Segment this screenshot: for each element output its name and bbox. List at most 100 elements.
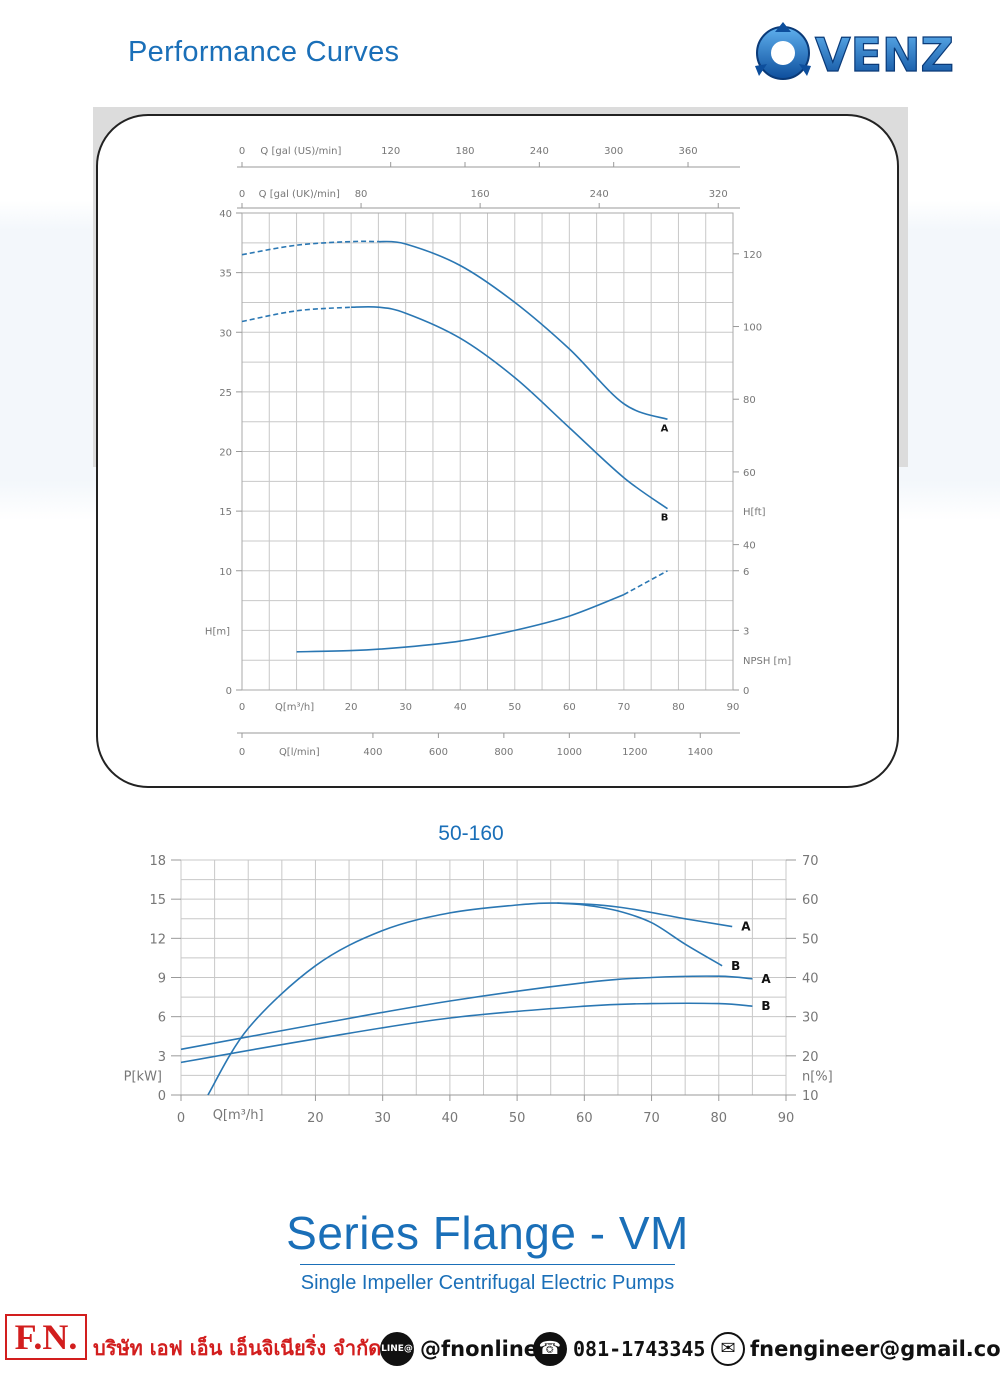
- x2-tick-label: 80: [711, 1111, 728, 1126]
- chart2-title: 50-160: [438, 822, 503, 845]
- line-id[interactable]: @fnonline: [420, 1337, 539, 1361]
- npsh-tick-label: 6: [743, 567, 749, 578]
- curve-B-dashed: [241, 306, 352, 323]
- series-title: Series Flange - VM: [286, 1207, 689, 1259]
- y-tick-label: 15: [219, 507, 232, 518]
- eff-tick-label: 20: [802, 1050, 819, 1065]
- p-tick-label: 12: [149, 932, 166, 947]
- line-icon: LINE@: [380, 1332, 414, 1366]
- curve-label-B: B: [661, 513, 669, 524]
- p-tick-label: 15: [149, 893, 166, 908]
- p-tick-label: 9: [158, 972, 166, 987]
- curve-label-A: A: [661, 423, 669, 434]
- gal-us-tick-label: 180: [455, 146, 474, 157]
- eff-tick-label: 50: [802, 932, 819, 947]
- x-tick-label: 0: [239, 702, 245, 713]
- eff-tick-label: 10: [802, 1089, 819, 1104]
- y-tick-label: 20: [219, 448, 232, 459]
- y-axis-label: H[m]: [205, 626, 230, 637]
- y-tick-label: 10: [219, 567, 232, 578]
- gal-uk-tick-label: 80: [355, 189, 368, 200]
- email-address[interactable]: fnengineer@gmail.com: [750, 1337, 1000, 1361]
- curve-npsh-dashed: [623, 570, 668, 596]
- page-title: Performance Curves: [128, 36, 400, 68]
- p-tick-label: 0: [158, 1089, 166, 1104]
- x-tick-label: 90: [727, 702, 740, 713]
- x2-axis-label: Q[m³/h]: [213, 1108, 264, 1123]
- gal-uk-tick-label: 0: [239, 189, 245, 200]
- y-tick-label: 30: [219, 328, 232, 339]
- series-subtitle: Single Impeller Centrifugal Electric Pum…: [300, 1272, 675, 1294]
- curve-A: [378, 240, 668, 421]
- x-tick-label: 30: [399, 702, 412, 713]
- npsh-tick-label: 3: [743, 626, 749, 637]
- l-min-tick-label: 1200: [622, 747, 647, 758]
- l-min-tick-label: 600: [429, 747, 448, 758]
- gal-us-tick-label: 0: [239, 146, 245, 157]
- p-tick-label: 18: [149, 854, 166, 869]
- x2-tick-label: 90: [778, 1111, 795, 1126]
- y-tick-label: 35: [219, 269, 232, 280]
- x-tick-label: 80: [672, 702, 685, 713]
- x2-tick-label: 0: [177, 1111, 185, 1126]
- curve-A-dashed: [241, 240, 379, 256]
- x2-tick-label: 50: [509, 1111, 526, 1126]
- ft-tick-label: 100: [743, 323, 762, 334]
- l-min-tick-label: 0: [239, 747, 245, 758]
- eff-tick-label: 70: [802, 854, 819, 869]
- curve2-label-B: B: [761, 999, 770, 1013]
- curve2-label-B: B: [731, 959, 740, 973]
- eff-tick-label: 60: [802, 893, 819, 908]
- mail-icon: ✉: [711, 1332, 745, 1366]
- gal-us-axis-label: Q [gal (US)/min]: [260, 146, 341, 157]
- p-axis-label: P[kW]: [124, 1069, 162, 1084]
- curve2-B-efficiency: [557, 902, 723, 967]
- gal-us-tick-label: 300: [604, 146, 623, 157]
- gal-us-tick-label: 120: [381, 146, 400, 157]
- curve-npsh: [296, 593, 625, 653]
- x-tick-label: 50: [508, 702, 521, 713]
- x-axis-label: Q[m³/h]: [275, 702, 314, 713]
- x2-tick-label: 60: [576, 1111, 593, 1126]
- curve-B: [351, 305, 668, 510]
- y-tick-label: 0: [226, 686, 232, 697]
- venz-logo: VENZ: [755, 22, 954, 83]
- fn-logo: F.N.: [5, 1314, 87, 1360]
- gal-uk-tick-label: 160: [471, 189, 490, 200]
- gal-uk-tick-label: 240: [590, 189, 609, 200]
- x-tick-label: 60: [563, 702, 576, 713]
- x2-tick-label: 40: [442, 1111, 459, 1126]
- l-min-tick-label: 1000: [557, 747, 582, 758]
- l-min-tick-label: 1400: [688, 747, 713, 758]
- gal-us-tick-label: 240: [530, 146, 549, 157]
- phone-icon: ☎: [533, 1332, 567, 1366]
- x-tick-label: 20: [345, 702, 358, 713]
- l-min-tick-label: 400: [363, 747, 382, 758]
- curve2-B-power: [180, 1002, 753, 1064]
- eff-tick-label: 40: [802, 972, 819, 987]
- p-tick-label: 6: [158, 1011, 166, 1026]
- gal-uk-axis-label: Q [gal (UK)/min]: [259, 189, 340, 200]
- eff-axis-label: n[%]: [802, 1069, 833, 1084]
- npsh-axis-label: NPSH [m]: [743, 656, 791, 667]
- gal-us-tick-label: 360: [678, 146, 697, 157]
- company-name: บริษัท เอฟ เอ็น เอ็นจิเนียริ่ง จำกัด: [93, 1336, 382, 1360]
- curve2-label-A: A: [761, 972, 771, 986]
- p-tick-label: 3: [158, 1050, 166, 1065]
- x-tick-label: 40: [454, 702, 467, 713]
- ft-axis-label: H[ft]: [743, 507, 766, 518]
- ft-tick-label: 80: [743, 395, 756, 406]
- curve2-label-A: A: [741, 920, 751, 934]
- l-min-tick-label: 800: [494, 747, 513, 758]
- ft-tick-label: 120: [743, 250, 762, 261]
- x2-tick-label: 30: [374, 1111, 391, 1126]
- phone-number[interactable]: 081-1743345: [573, 1337, 706, 1361]
- gal-uk-tick-label: 320: [709, 189, 728, 200]
- ft-tick-label: 60: [743, 468, 756, 479]
- curve2-A-efficiency: [207, 902, 733, 1096]
- footer: F.N. บริษัท เอฟ เอ็น เอ็นจิเนียริ่ง จำกั…: [0, 1310, 1000, 1370]
- y-tick-label: 40: [219, 209, 232, 220]
- x-tick-label: 70: [618, 702, 631, 713]
- curve2-A-power: [180, 975, 753, 1051]
